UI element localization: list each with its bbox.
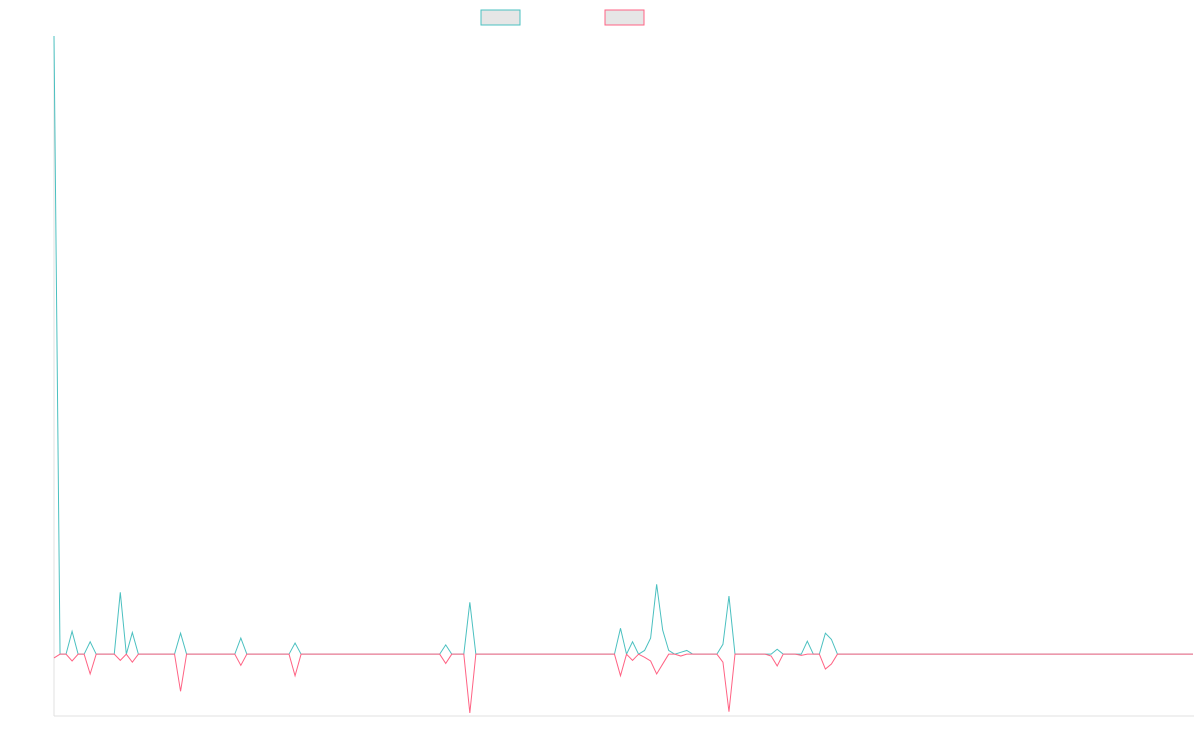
series-line — [53, 35, 1193, 656]
legend-swatch — [480, 9, 521, 26]
legend-swatch — [604, 9, 645, 26]
series-line — [53, 653, 1193, 713]
